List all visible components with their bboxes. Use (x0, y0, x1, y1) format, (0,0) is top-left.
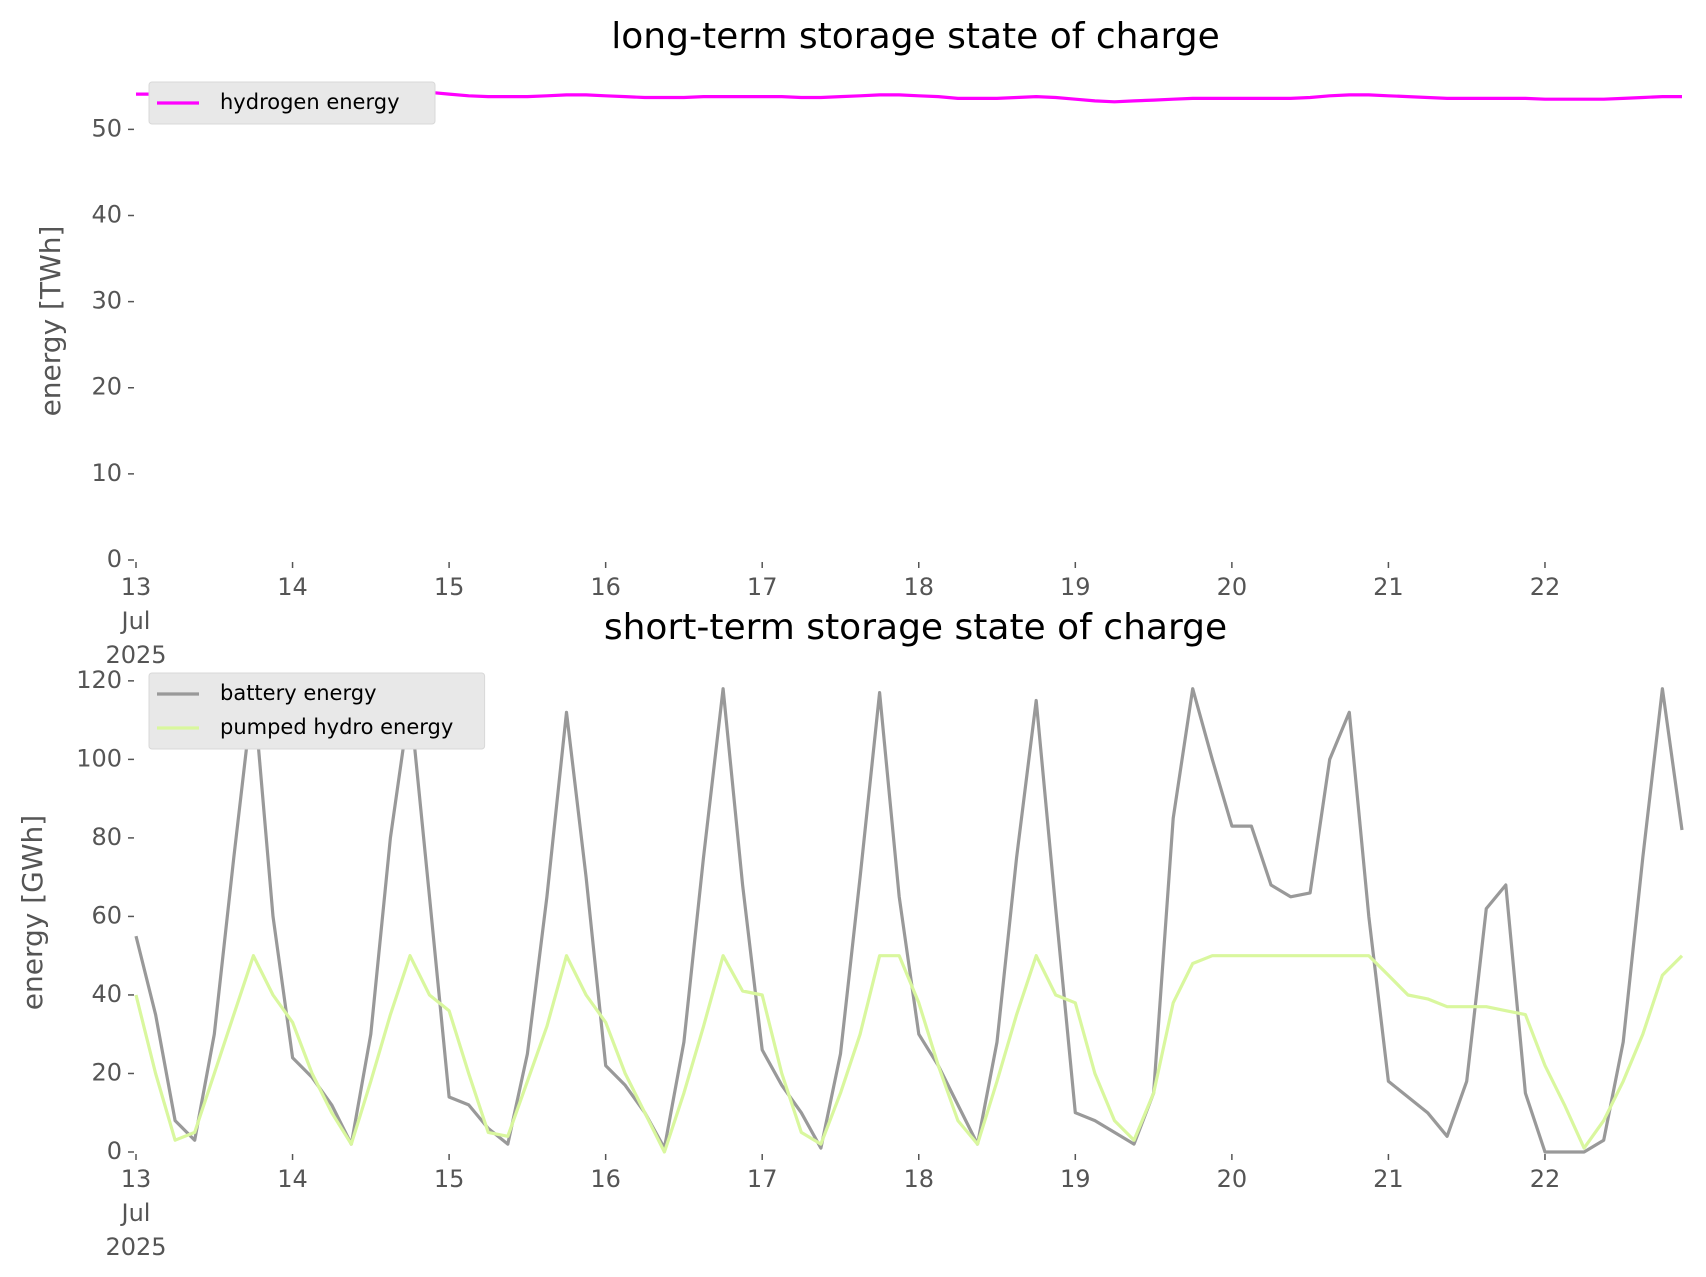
x-tick-label: 18 (903, 573, 935, 601)
x-tick-label: 21 (1373, 1165, 1404, 1193)
x-tick-label: 19 (1060, 1165, 1091, 1193)
y-tick-label: 0 (107, 545, 122, 573)
y-tick-label: 40 (91, 980, 122, 1008)
y-tick-label: 20 (91, 373, 122, 401)
x-tick-label: 16 (590, 573, 621, 601)
chart-title: short-term storage state of charge (604, 607, 1227, 648)
x-tick-label: 13 Jul 2025 (105, 1165, 167, 1261)
x-tick-label: 20 (1216, 1165, 1248, 1193)
y-tick-label: 40 (91, 200, 122, 228)
x-tick-label: 17 (746, 1165, 778, 1193)
y-tick-label: 10 (91, 459, 122, 487)
x-tick-label: 21 (1373, 573, 1404, 601)
x-tick-label: 22 (1529, 1165, 1561, 1193)
x-tick-label: 22 (1529, 573, 1561, 601)
y-tick-label: 100 (76, 744, 122, 772)
y-tick-label: 0 (107, 1137, 122, 1165)
y-axis-label: energy [GWh] (16, 815, 49, 1010)
x-tick-label: 19 (1060, 573, 1091, 601)
legend-label: hydrogen energy (220, 90, 400, 114)
series-line (134, 954, 1684, 1154)
x-tick-label: 13 Jul 2025 (105, 573, 167, 669)
chart-title: long-term storage state of charge (611, 16, 1219, 57)
x-tick-label: 18 (903, 1165, 935, 1193)
y-axis-label: energy [TWh] (34, 226, 67, 417)
x-tick-label: 16 (590, 1165, 621, 1193)
x-tick-label: 15 (433, 1165, 465, 1193)
legend-box (148, 672, 486, 750)
y-tick-label: 20 (91, 1058, 122, 1086)
y-tick-label: 120 (76, 666, 122, 694)
y-tick-label: 50 (91, 114, 122, 142)
series-line (134, 687, 1684, 1154)
legend-label: pumped hydro energy (220, 715, 453, 739)
legend-box (148, 81, 436, 125)
legend-label: battery energy (220, 681, 377, 705)
x-tick-label: 15 (433, 573, 465, 601)
x-tick-label: 17 (746, 573, 778, 601)
y-tick-label: 80 (91, 823, 122, 851)
y-tick-label: 60 (91, 901, 122, 929)
y-tick-label: 30 (91, 287, 122, 315)
x-tick-label: 14 (277, 1165, 308, 1193)
x-tick-label: 14 (277, 573, 308, 601)
x-tick-label: 20 (1216, 573, 1248, 601)
